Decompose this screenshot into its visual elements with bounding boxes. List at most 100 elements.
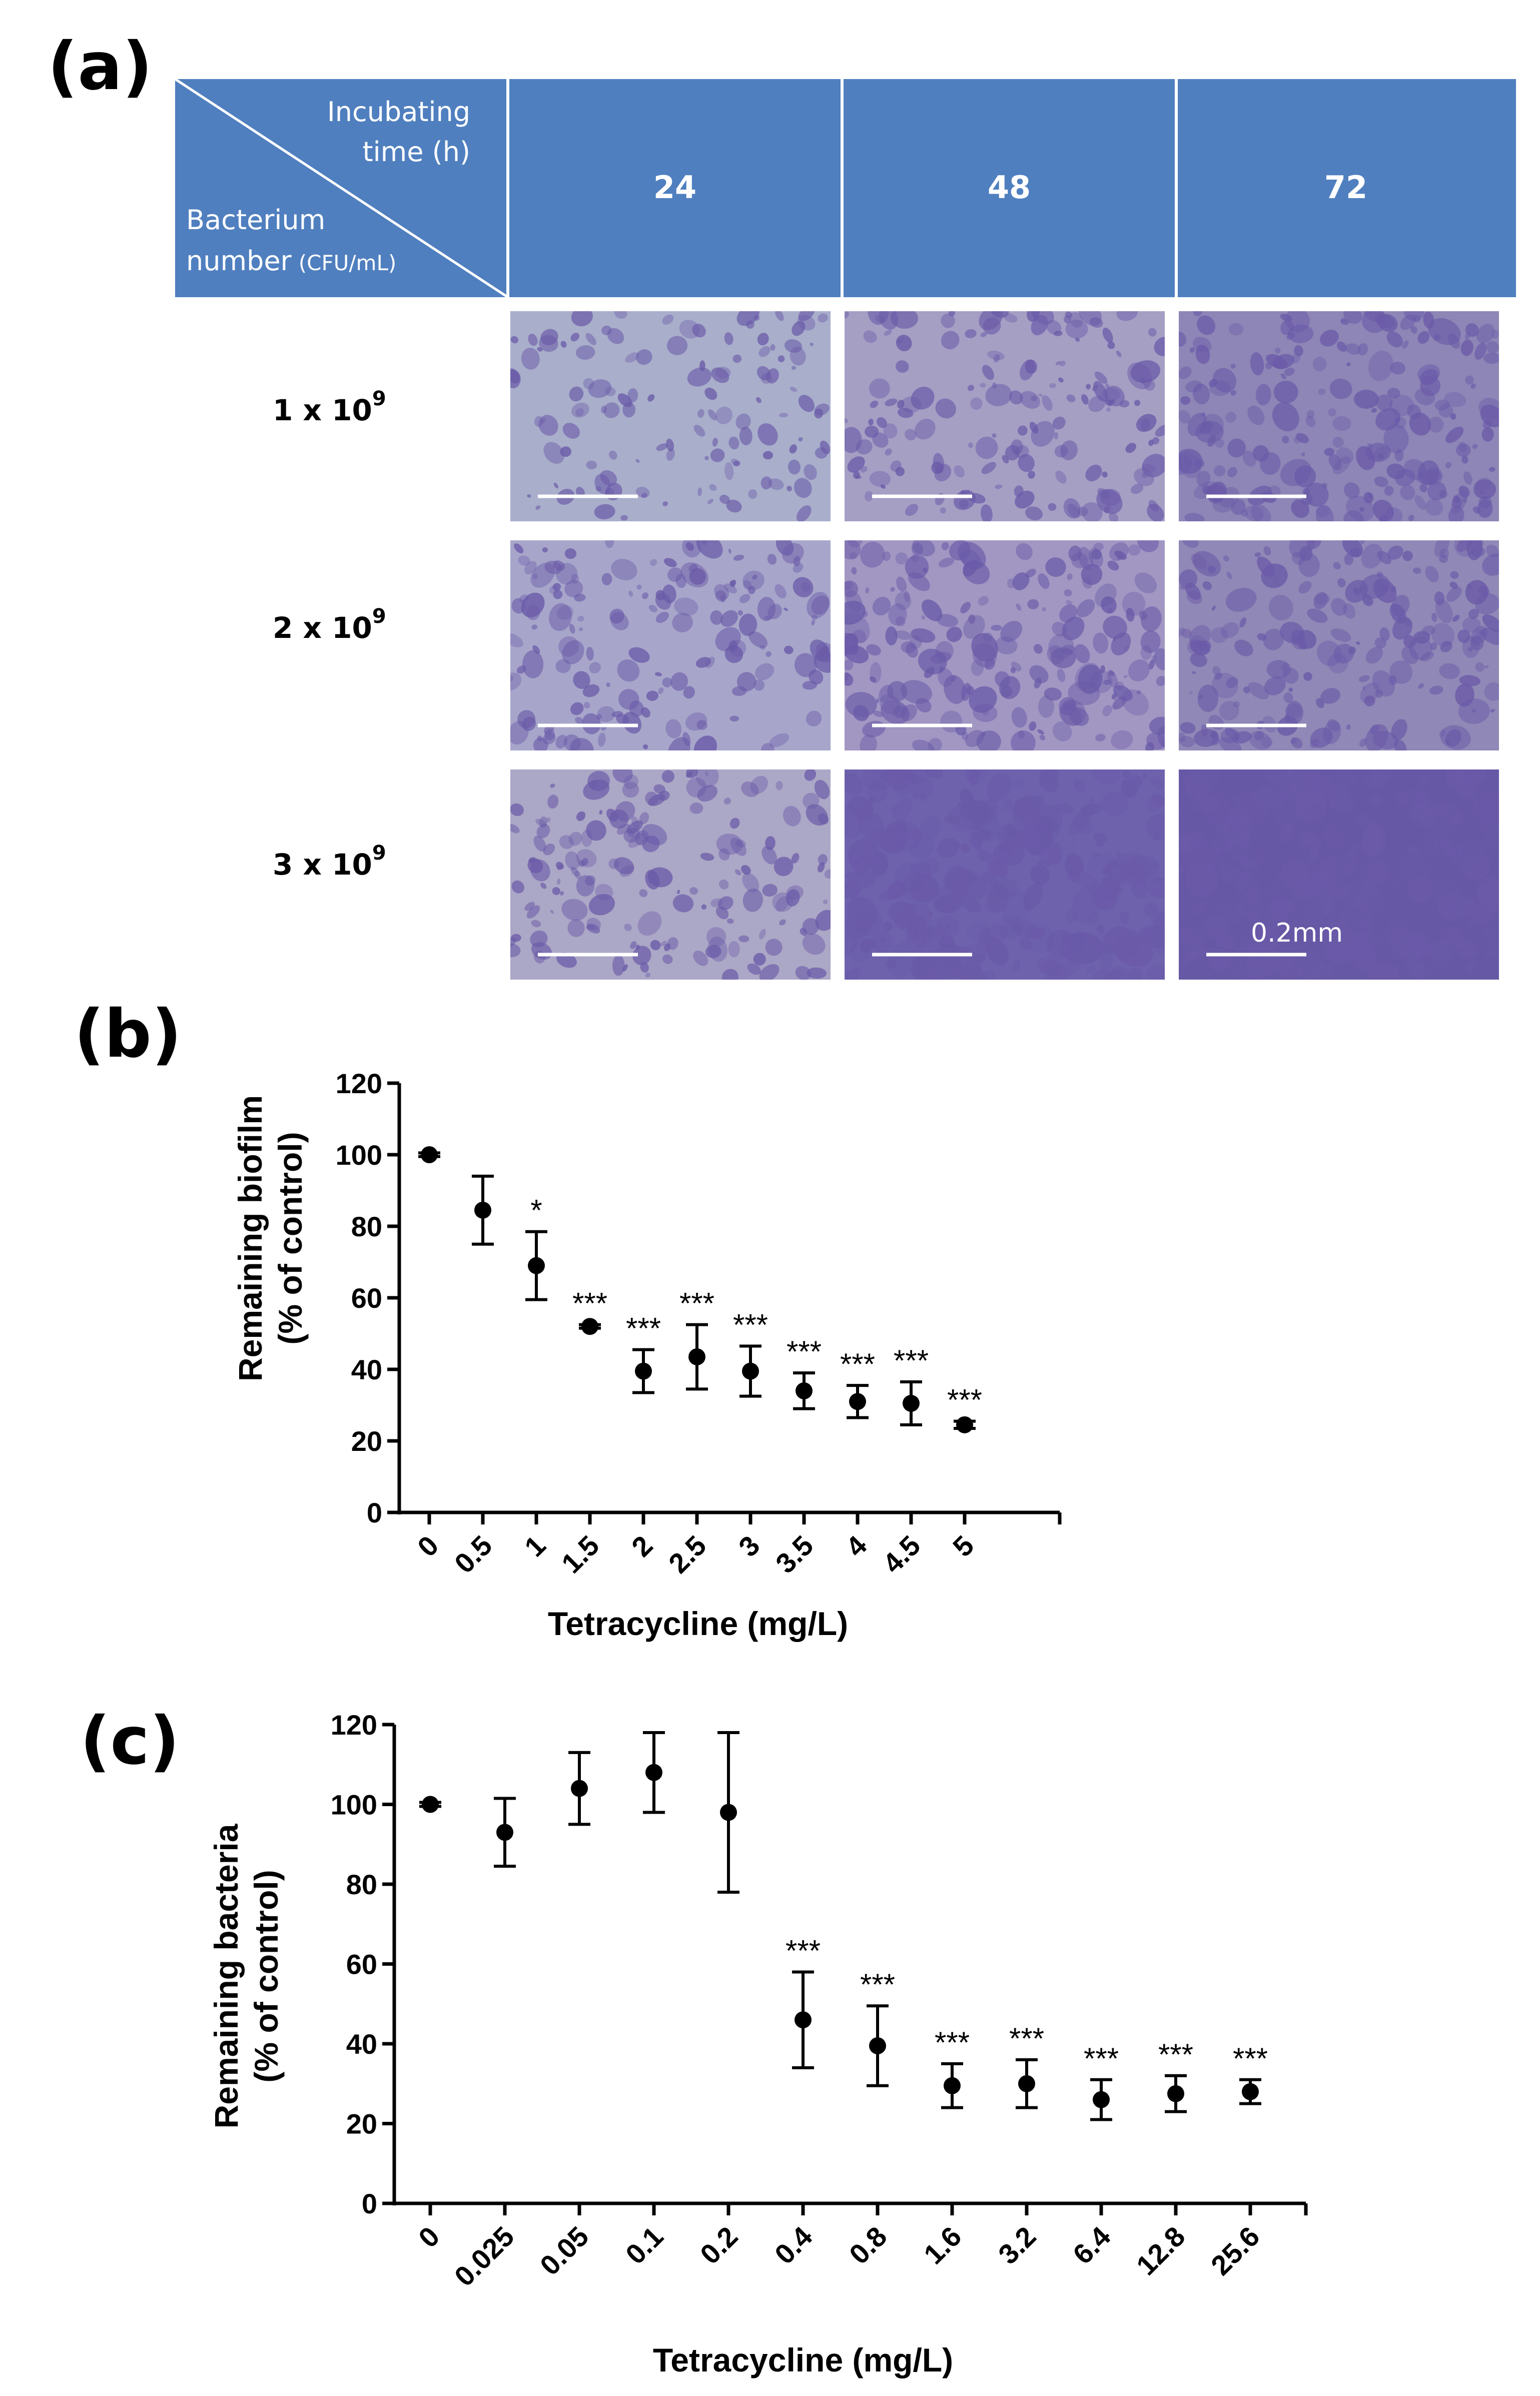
data-point xyxy=(688,1348,705,1365)
column-header-24h: 24 xyxy=(653,169,696,206)
y-tick-label: 80 xyxy=(351,1211,382,1242)
panel-c-label: (c) xyxy=(80,1703,180,1780)
significance-marker: *** xyxy=(860,1968,895,2001)
x-tick-label: 6.4 xyxy=(1067,2220,1117,2270)
header-bacterium-label: Bacterium xyxy=(186,204,325,236)
data-point xyxy=(581,1318,598,1335)
micrograph-r2-c3 xyxy=(1179,540,1499,750)
data-point xyxy=(1093,2091,1110,2108)
y-tick-label: 60 xyxy=(346,1949,377,1980)
row-label-1e9: 1 x 109 xyxy=(273,387,386,427)
significance-marker: *** xyxy=(787,1335,822,1368)
header-number-label: number (CFU/mL) xyxy=(186,245,396,277)
micrograph-r3-c2 xyxy=(845,769,1165,980)
x-tick-label: 2.5 xyxy=(662,1529,712,1579)
significance-marker: *** xyxy=(626,1312,661,1345)
panel-c-ylabel-line1: Remaining bacteria xyxy=(208,1823,245,2128)
micrograph-r2-c1 xyxy=(510,540,831,750)
y-tick-label: 40 xyxy=(346,2028,377,2060)
data-point xyxy=(795,2011,812,2029)
y-tick-label: 40 xyxy=(351,1354,382,1385)
micrograph-r1-c2 xyxy=(845,311,1165,521)
data-point xyxy=(849,1393,866,1410)
panel-a-label: (a) xyxy=(48,28,153,105)
header-incubating-label: Incubating xyxy=(327,96,470,128)
data-point xyxy=(796,1382,813,1399)
significance-marker: *** xyxy=(1233,2042,1268,2075)
panel-b-label: (b) xyxy=(74,996,182,1073)
x-tick-label: 0.5 xyxy=(448,1529,498,1579)
y-tick-label: 120 xyxy=(336,1068,382,1099)
data-point xyxy=(1167,2085,1184,2102)
y-tick-label: 60 xyxy=(351,1282,382,1314)
data-point xyxy=(956,1416,973,1433)
x-tick-label: 3.2 xyxy=(992,2220,1042,2270)
micrograph-r3-c3 xyxy=(1179,769,1499,980)
micrograph-r1-c1 xyxy=(510,311,831,521)
data-point xyxy=(422,1796,439,1813)
significance-marker: *** xyxy=(1009,2022,1044,2055)
x-tick-label: 4.5 xyxy=(877,1529,927,1579)
panel-b-ylabel-line2: (% of control) xyxy=(272,1132,309,1344)
data-point xyxy=(474,1201,491,1219)
x-tick-label: 0.05 xyxy=(534,2220,595,2281)
data-point xyxy=(903,1394,920,1412)
micrograph-r1-c3 xyxy=(1179,311,1499,521)
x-tick-label: 2 xyxy=(625,1529,659,1563)
micrograph-grid xyxy=(510,311,1499,980)
y-tick-label: 20 xyxy=(351,1425,382,1457)
data-point xyxy=(869,2037,886,2054)
x-tick-label: 0.8 xyxy=(843,2220,893,2270)
significance-marker: *** xyxy=(840,1347,875,1381)
panel-c-bacteria-chart: (c) Remaining bacteria (% of control) Te… xyxy=(80,1703,1308,2378)
significance-marker: *** xyxy=(733,1308,768,1342)
panel-b-biofilm-chart: (b) Remaining biofilm (% of control) Tet… xyxy=(74,996,1062,1642)
significance-marker: *** xyxy=(786,1934,821,1967)
panel-c-ylabel-line2: (% of control) xyxy=(248,1870,285,2082)
x-tick-label: 3.5 xyxy=(769,1529,820,1579)
x-tick-label: 12.8 xyxy=(1130,2220,1191,2281)
header-time-unit-label: time (h) xyxy=(362,136,470,168)
x-tick-label: 1.5 xyxy=(555,1529,605,1579)
significance-marker: *** xyxy=(679,1287,714,1320)
data-point xyxy=(528,1257,545,1274)
x-tick-label: 0.025 xyxy=(448,2220,520,2292)
y-tick-label: 0 xyxy=(367,1497,382,1528)
significance-marker: *** xyxy=(1158,2038,1193,2071)
x-tick-label: 4 xyxy=(840,1529,873,1563)
panel-b-ylabel-line1: Remaining biofilm xyxy=(232,1095,269,1381)
data-point xyxy=(645,1764,662,1781)
row-label-2e9: 2 x 109 xyxy=(273,605,386,645)
x-tick-label: 0 xyxy=(412,2220,446,2254)
data-point xyxy=(496,1824,513,1841)
x-tick-label: 3 xyxy=(732,1529,766,1563)
significance-marker: *** xyxy=(947,1383,982,1417)
significance-marker: * xyxy=(530,1194,542,1227)
micrograph-r3-c1 xyxy=(510,769,831,980)
data-point xyxy=(635,1362,652,1380)
x-tick-label: 1.6 xyxy=(918,2220,968,2270)
row-label-3e9: 3 x 109 xyxy=(273,842,386,882)
y-tick-label: 100 xyxy=(331,1789,377,1821)
y-tick-label: 100 xyxy=(336,1139,382,1171)
data-point xyxy=(1018,2075,1035,2092)
data-point xyxy=(742,1362,759,1380)
significance-marker: *** xyxy=(572,1287,607,1320)
significance-marker: *** xyxy=(935,2026,970,2059)
micrograph-r2-c2 xyxy=(845,540,1165,750)
scale-bar-label: 0.2mm xyxy=(1251,918,1343,948)
column-header-72h: 72 xyxy=(1324,169,1367,206)
y-tick-label: 20 xyxy=(346,2108,377,2140)
significance-marker: *** xyxy=(1084,2042,1119,2075)
x-tick-label: 0.1 xyxy=(619,2220,669,2270)
panel-a-micrograph-table: (a) Incubating time (h) Bacterium number… xyxy=(48,28,1516,980)
x-tick-label: 1 xyxy=(518,1529,552,1563)
column-header-48h: 48 xyxy=(988,169,1031,206)
data-point xyxy=(571,1780,588,1797)
panel-c-xlabel: Tetracycline (mg/L) xyxy=(653,2341,953,2378)
x-tick-label: 5 xyxy=(947,1529,980,1563)
y-tick-label: 80 xyxy=(346,1869,377,1900)
data-point xyxy=(421,1146,438,1163)
